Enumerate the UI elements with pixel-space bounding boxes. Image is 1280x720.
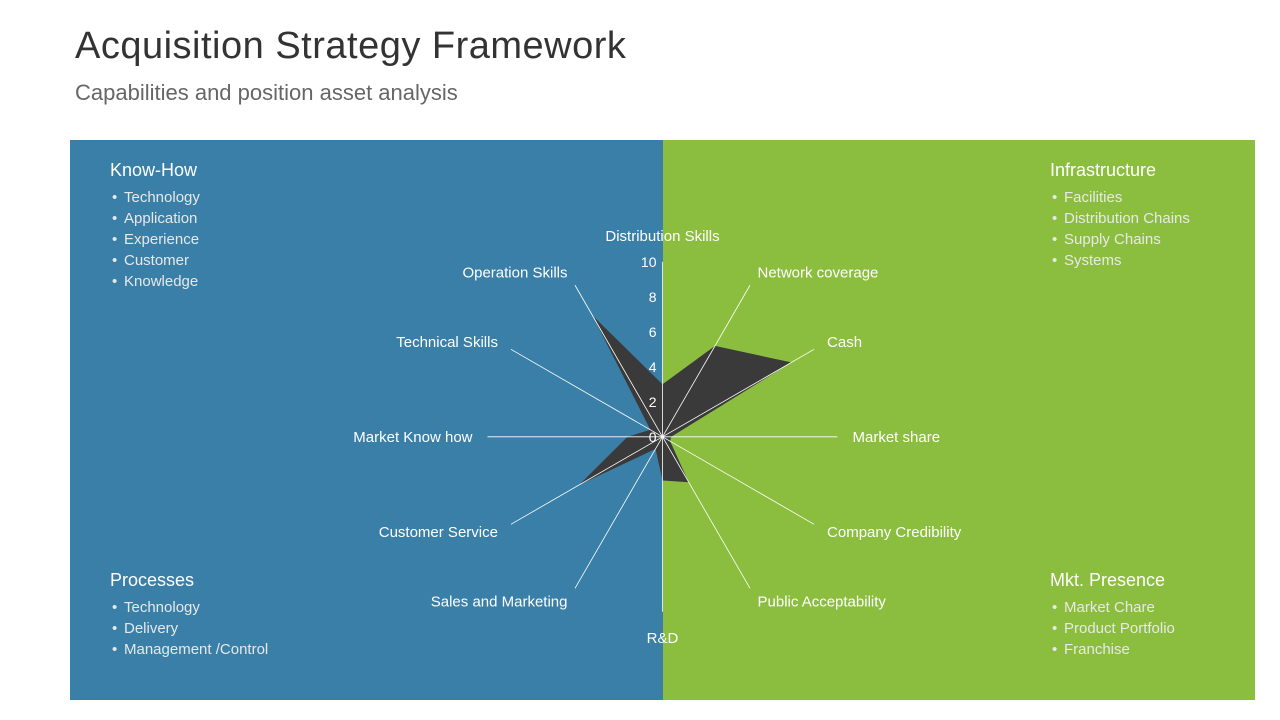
- corner-title: Infrastructure: [1050, 160, 1230, 181]
- corner-list-item: Application: [110, 208, 290, 229]
- corner-title: Mkt. Presence: [1050, 570, 1230, 591]
- corner-list-item: Systems: [1050, 250, 1230, 271]
- corner-list-tr: FacilitiesDistribution ChainsSupply Chai…: [1050, 187, 1230, 271]
- header: Acquisition Strategy Framework Capabilit…: [0, 0, 1280, 106]
- corner-mkt-presence: Mkt. Presence Market ChareProduct Portfo…: [1050, 570, 1230, 660]
- corner-processes: Processes TechnologyDeliveryManagement /…: [110, 570, 290, 660]
- corner-list-br: Market ChareProduct PortfolioFranchise: [1050, 597, 1230, 660]
- corner-list-item: Experience: [110, 229, 290, 250]
- corner-list-bl: TechnologyDeliveryManagement /Control: [110, 597, 290, 660]
- main-panel: Know-How TechnologyApplicationExperience…: [70, 140, 1255, 700]
- corner-title: Know-How: [110, 160, 290, 181]
- page-title: Acquisition Strategy Framework: [75, 25, 1280, 68]
- corner-list-item: Product Portfolio: [1050, 618, 1230, 639]
- corner-list-item: Technology: [110, 187, 290, 208]
- corner-list-item: Market Chare: [1050, 597, 1230, 618]
- page-subtitle: Capabilities and position asset analysis: [75, 80, 1280, 106]
- corner-list-item: Facilities: [1050, 187, 1230, 208]
- corner-list-item: Customer: [110, 250, 290, 271]
- corner-list-item: Management /Control: [110, 639, 290, 660]
- panel-right: Infrastructure FacilitiesDistribution Ch…: [663, 140, 1256, 700]
- corner-list-item: Delivery: [110, 618, 290, 639]
- corner-list-tl: TechnologyApplicationExperienceCustomerK…: [110, 187, 290, 292]
- corner-list-item: Technology: [110, 597, 290, 618]
- corner-list-item: Distribution Chains: [1050, 208, 1230, 229]
- corner-know-how: Know-How TechnologyApplicationExperience…: [110, 160, 290, 292]
- corner-list-item: Knowledge: [110, 271, 290, 292]
- corner-list-item: Franchise: [1050, 639, 1230, 660]
- corner-infrastructure: Infrastructure FacilitiesDistribution Ch…: [1050, 160, 1230, 271]
- corner-list-item: Supply Chains: [1050, 229, 1230, 250]
- corner-title: Processes: [110, 570, 290, 591]
- panel-left: Know-How TechnologyApplicationExperience…: [70, 140, 663, 700]
